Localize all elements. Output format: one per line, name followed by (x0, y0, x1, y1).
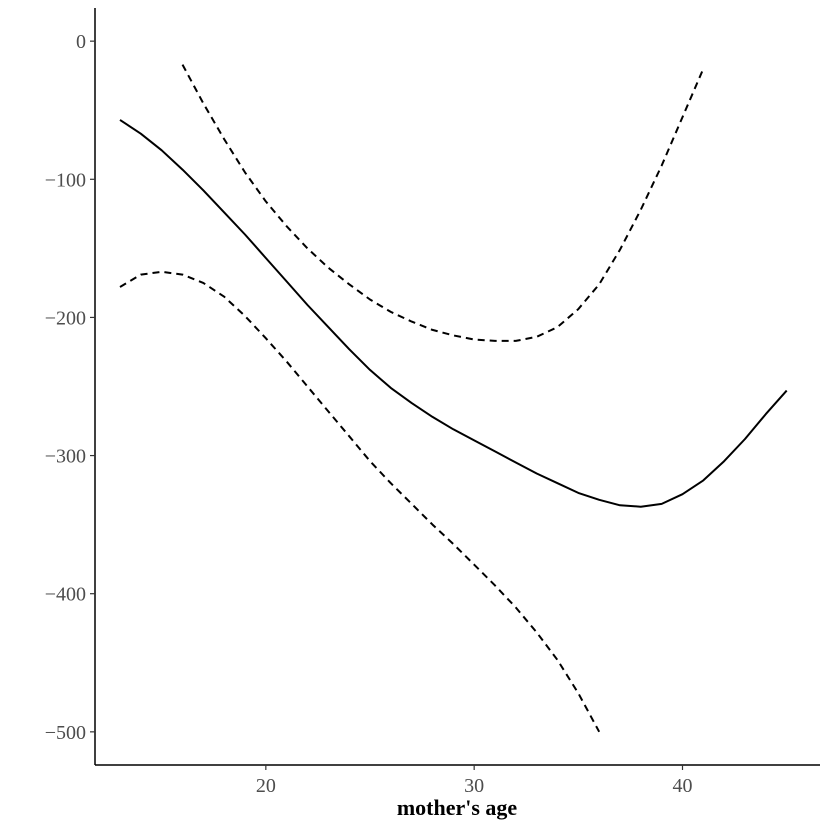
x-tick-label: 20 (256, 775, 276, 797)
x-axis-title: mother's age (397, 795, 518, 820)
y-tick-label: −400 (45, 584, 86, 606)
plot-lines (119, 64, 788, 733)
y-tick-label: 0 (76, 31, 86, 53)
x-tick-label: 30 (464, 775, 484, 797)
y-tick-label: −300 (45, 446, 86, 468)
dashed-band-line-2 (119, 270, 601, 733)
y-axis: 0 −100 −200 −300 −400 −500 (45, 8, 96, 765)
fitted-line-0 (119, 119, 788, 508)
x-tick-label: 40 (673, 775, 693, 797)
y-tick-label: −100 (45, 169, 86, 191)
dashed-band-line-1 (181, 64, 705, 342)
y-tick-label: −500 (45, 722, 86, 744)
y-tick-label: −200 (45, 307, 86, 329)
x-axis: 20 30 40 (95, 764, 820, 797)
